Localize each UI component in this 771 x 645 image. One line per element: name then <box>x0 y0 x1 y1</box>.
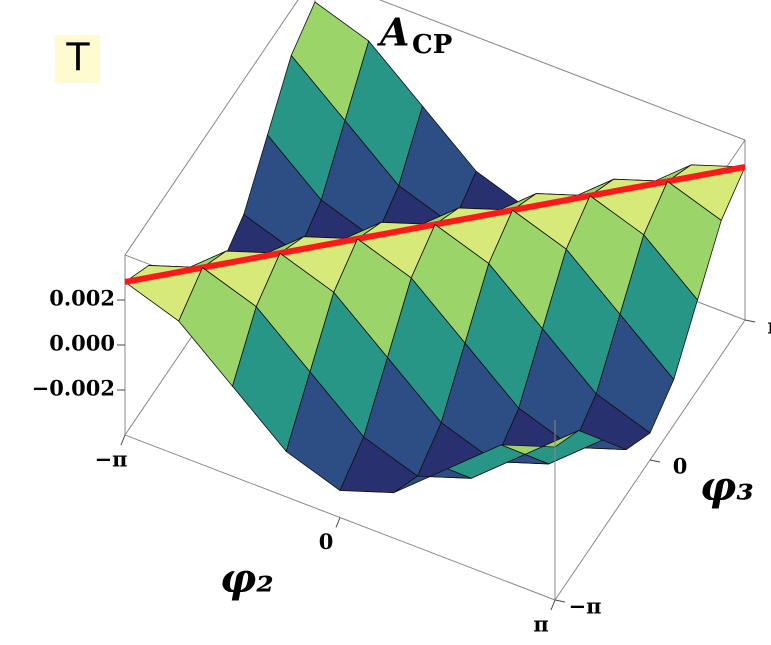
panel-label-box <box>55 35 100 83</box>
z-tick-label: 0.002 <box>49 286 115 311</box>
x-tick-label: 0 <box>319 529 334 554</box>
ridge-line <box>511 192 591 214</box>
ridge-line <box>201 250 281 271</box>
ridge-line <box>279 235 359 257</box>
z-tick-label: −0.002 <box>32 376 115 401</box>
x-tick <box>550 599 556 611</box>
ridge-line <box>666 164 746 185</box>
y-axis-label: φ₃ <box>700 463 754 510</box>
x-tick-label: −π <box>95 447 128 472</box>
x-tick <box>120 434 126 446</box>
panel-label: T <box>65 36 90 80</box>
ridge-line <box>124 264 204 285</box>
ridge-line <box>434 207 514 228</box>
z-tick-label: 0.000 <box>49 331 115 356</box>
x-tick <box>335 517 341 528</box>
y-tick-label: 0 <box>673 454 688 479</box>
ridge-line <box>356 221 436 242</box>
box-edge <box>378 0 746 141</box>
y-tick <box>649 459 661 463</box>
x-axis-label: φ₂ <box>220 555 274 602</box>
x-tick-label: π <box>533 612 548 637</box>
surface-patch <box>501 430 579 455</box>
y-tick <box>744 319 756 323</box>
y-tick-label: π <box>767 314 771 339</box>
chart-title: A <box>377 10 409 55</box>
y-tick <box>554 599 566 603</box>
y-tick-label: −π <box>569 594 602 619</box>
box-edge <box>124 0 299 256</box>
chart-title-subscript: CP <box>412 30 452 60</box>
ridge-line <box>589 178 669 199</box>
